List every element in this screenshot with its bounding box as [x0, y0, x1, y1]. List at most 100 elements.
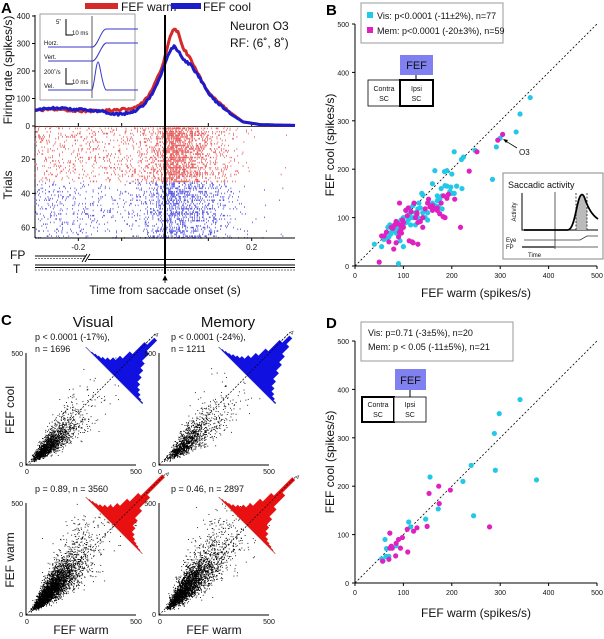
b-fef-label: FEF — [406, 60, 427, 72]
data-point — [39, 453, 41, 455]
data-point — [67, 441, 68, 443]
data-point — [64, 429, 66, 431]
data-point — [69, 440, 71, 442]
data-point — [50, 438, 51, 439]
c-visual-title: Visual — [73, 314, 114, 331]
data-point — [43, 444, 45, 446]
data-point — [84, 418, 86, 420]
b-point-mem — [442, 215, 448, 221]
data-point — [46, 439, 48, 441]
data-point — [62, 427, 64, 429]
data-point — [76, 403, 78, 405]
b-point-vis — [371, 241, 377, 247]
data-point — [31, 455, 33, 457]
d-point-mem — [426, 490, 432, 497]
psth-y-tick-label: 200 — [17, 67, 31, 76]
data-point — [72, 410, 74, 412]
sacc-inset-eye-label: Eye — [506, 238, 517, 244]
data-point — [47, 431, 48, 433]
data-point — [64, 411, 66, 412]
data-point — [50, 433, 52, 435]
data-point — [50, 441, 52, 443]
data-point — [59, 423, 61, 425]
data-point — [60, 429, 62, 431]
data-point — [83, 432, 85, 433]
data-point — [51, 451, 52, 453]
data-point — [51, 428, 53, 429]
data-point — [35, 451, 36, 453]
data-point — [86, 424, 88, 425]
data-point — [35, 459, 36, 460]
data-point — [71, 415, 72, 417]
data-point — [66, 402, 67, 403]
data-point — [70, 422, 72, 424]
data-point — [57, 446, 59, 448]
c-visual-x-label: FEF warm — [53, 623, 108, 637]
data-point — [61, 429, 63, 431]
data-point — [88, 419, 90, 420]
b-circuit-diagram: FEF Contra SC Ipsi SC — [367, 55, 434, 107]
data-point — [45, 437, 47, 439]
data-point — [58, 443, 60, 444]
data-point — [49, 431, 51, 433]
data-point — [54, 436, 56, 437]
data-point — [47, 438, 49, 440]
data-point — [63, 433, 65, 435]
data-point — [48, 449, 50, 451]
data-point — [42, 445, 44, 447]
data-point — [81, 418, 83, 420]
data-point — [59, 441, 61, 443]
panel-label-b: B — [326, 2, 337, 19]
data-point — [38, 449, 40, 451]
inset-pos-scalebar — [65, 19, 73, 36]
data-point — [71, 397, 73, 399]
data-point — [55, 434, 57, 436]
b-y-tick-label: 400 — [337, 70, 349, 77]
data-point — [65, 432, 66, 434]
data-point — [69, 424, 71, 426]
data-point — [70, 396, 72, 397]
raster-y-tick-label: 60 — [21, 224, 30, 233]
data-point — [51, 443, 52, 444]
data-point — [67, 417, 69, 419]
data-point — [53, 450, 55, 451]
data-point — [67, 408, 68, 410]
data-point — [72, 388, 74, 390]
data-point — [50, 435, 51, 437]
data-point — [50, 433, 52, 435]
data-point — [51, 444, 52, 446]
data-point — [98, 431, 100, 432]
d-y-tick-label: 300 — [337, 436, 349, 443]
data-point — [63, 441, 65, 443]
data-point — [65, 439, 66, 441]
b-x-tick-label: 200 — [446, 273, 458, 280]
b-point-mem — [383, 229, 390, 235]
legend-swatch-warm — [85, 3, 118, 9]
data-point — [67, 441, 69, 443]
d-point-mem — [393, 540, 399, 546]
data-point — [36, 451, 37, 453]
data-point — [70, 407, 71, 409]
psth-y-tick-label: 400 — [17, 12, 31, 21]
data-point — [69, 427, 71, 429]
data-point — [48, 449, 50, 451]
data-point — [47, 449, 49, 451]
data-point — [53, 448, 54, 450]
b-point-vis — [400, 244, 406, 250]
data-point — [40, 447, 41, 449]
data-point — [57, 443, 58, 445]
data-point — [49, 451, 51, 453]
data-point — [52, 442, 54, 444]
b-o3-arrowhead — [503, 139, 508, 143]
data-point — [54, 434, 56, 436]
data-point — [78, 426, 80, 428]
data-point — [73, 424, 75, 425]
data-point — [69, 389, 70, 391]
b-point-mem — [376, 259, 382, 265]
data-point — [60, 445, 62, 446]
data-point — [50, 446, 52, 447]
data-point — [48, 437, 50, 439]
sacc-inset-fp-label: FP — [506, 245, 514, 251]
data-point — [73, 428, 74, 429]
data-point — [57, 420, 59, 422]
